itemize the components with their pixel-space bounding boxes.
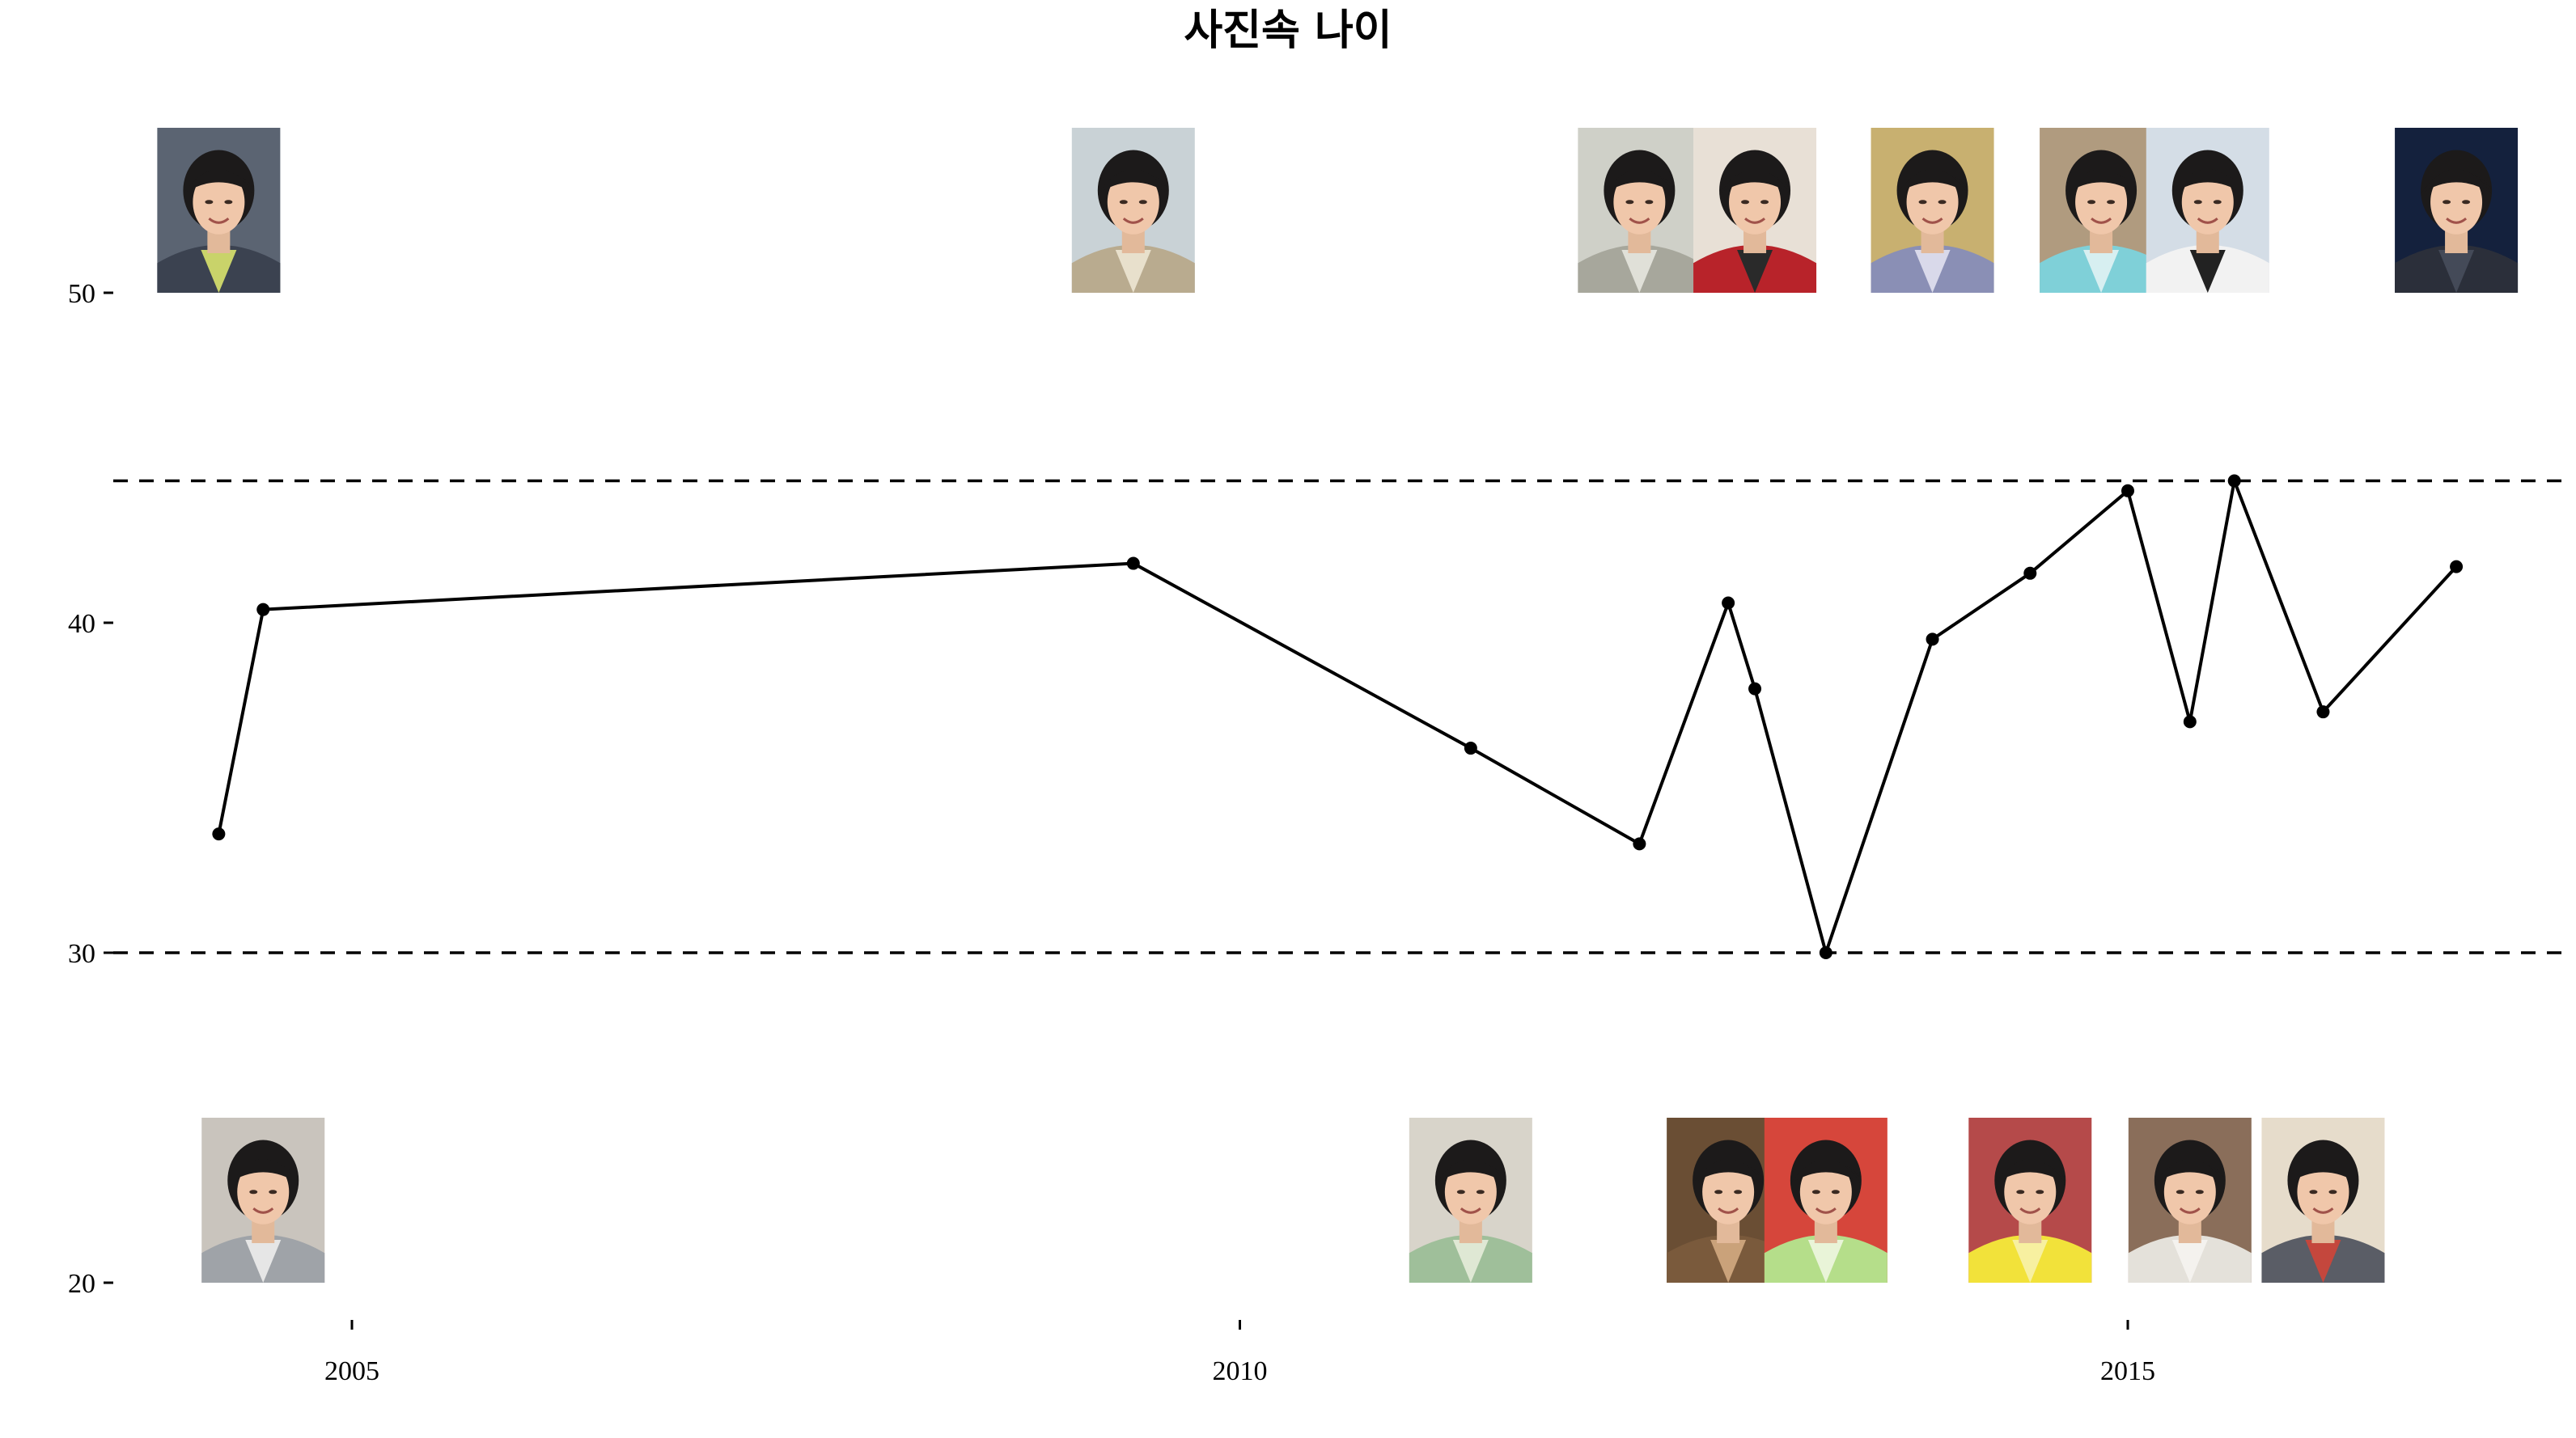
y-tick-label: 20 <box>68 1269 95 1299</box>
data-point <box>1126 556 1140 570</box>
y-axis: 20 30 40 50 <box>68 279 113 1299</box>
y-tick-label: 40 <box>68 609 95 639</box>
data-point <box>1926 632 1939 646</box>
data-point <box>1464 742 1477 755</box>
y-tick-label: 50 <box>68 279 95 309</box>
portrait-photo <box>1968 1118 2092 1283</box>
portrait-photo <box>2395 128 2519 293</box>
portrait-photo <box>157 128 281 293</box>
x-tick-label: 2005 <box>324 1356 379 1386</box>
portrait-photo <box>2128 1118 2252 1283</box>
data-point <box>1748 682 1762 696</box>
x-tick-label: 2010 <box>1213 1356 1268 1386</box>
data-point <box>2183 715 2197 729</box>
data-point <box>256 603 270 616</box>
reference-lines <box>113 479 2568 954</box>
age-series <box>212 474 2464 959</box>
portrait-photo <box>1578 128 1701 293</box>
portrait-photo <box>2146 128 2269 293</box>
photo-thumbnails <box>157 128 2519 1283</box>
portrait-photo <box>2040 128 2163 293</box>
data-point <box>212 827 226 841</box>
chart-title: 사진속 나이 <box>1184 6 1392 55</box>
portrait-photo <box>201 1118 325 1283</box>
portrait-photo <box>1693 128 1817 293</box>
data-point <box>1633 837 1646 851</box>
portrait-photo <box>1764 1118 1888 1283</box>
series-line <box>217 479 2458 954</box>
x-axis: 2005 2010 2015 <box>324 1320 2155 1386</box>
portrait-photo <box>1409 1118 1532 1283</box>
data-point <box>2121 484 2134 497</box>
y-tick-label: 30 <box>68 939 95 969</box>
data-point <box>1722 596 1735 610</box>
x-tick-label: 2015 <box>2100 1356 2155 1386</box>
portrait-photo <box>1071 128 1195 293</box>
data-point <box>2227 474 2241 488</box>
portrait-photo <box>2261 1118 2385 1283</box>
data-point <box>1819 946 1832 959</box>
portrait-photo <box>1871 128 1994 293</box>
data-point <box>2023 566 2037 580</box>
data-point <box>2316 705 2330 719</box>
data-point <box>2450 560 2464 573</box>
